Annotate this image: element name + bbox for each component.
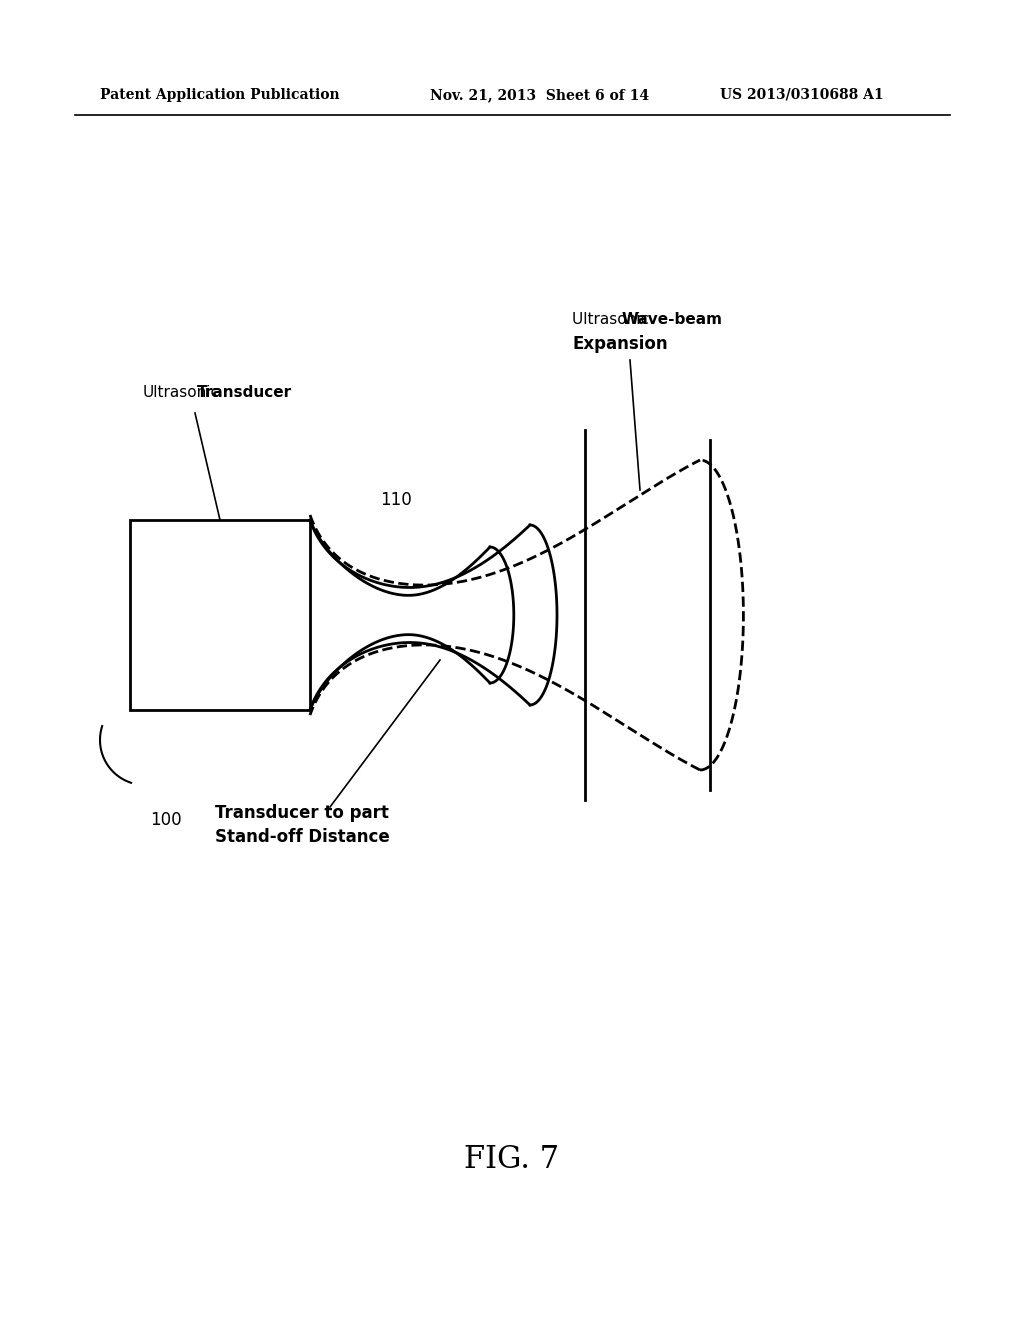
Text: Transducer to part: Transducer to part [215,804,389,822]
Text: Wave-beam: Wave-beam [622,312,723,327]
Text: Stand-off Distance: Stand-off Distance [215,828,390,846]
Text: 110: 110 [380,491,412,510]
Text: FIG. 7: FIG. 7 [465,1144,559,1176]
Text: Expansion: Expansion [572,335,668,352]
Text: Ultrasonic: Ultrasonic [572,312,654,327]
Text: Patent Application Publication: Patent Application Publication [100,88,340,102]
Text: US 2013/0310688 A1: US 2013/0310688 A1 [720,88,884,102]
Text: Transducer: Transducer [197,385,292,400]
Text: 100: 100 [150,810,181,829]
Text: Ultrasonic: Ultrasonic [143,385,220,400]
Text: Nov. 21, 2013  Sheet 6 of 14: Nov. 21, 2013 Sheet 6 of 14 [430,88,649,102]
